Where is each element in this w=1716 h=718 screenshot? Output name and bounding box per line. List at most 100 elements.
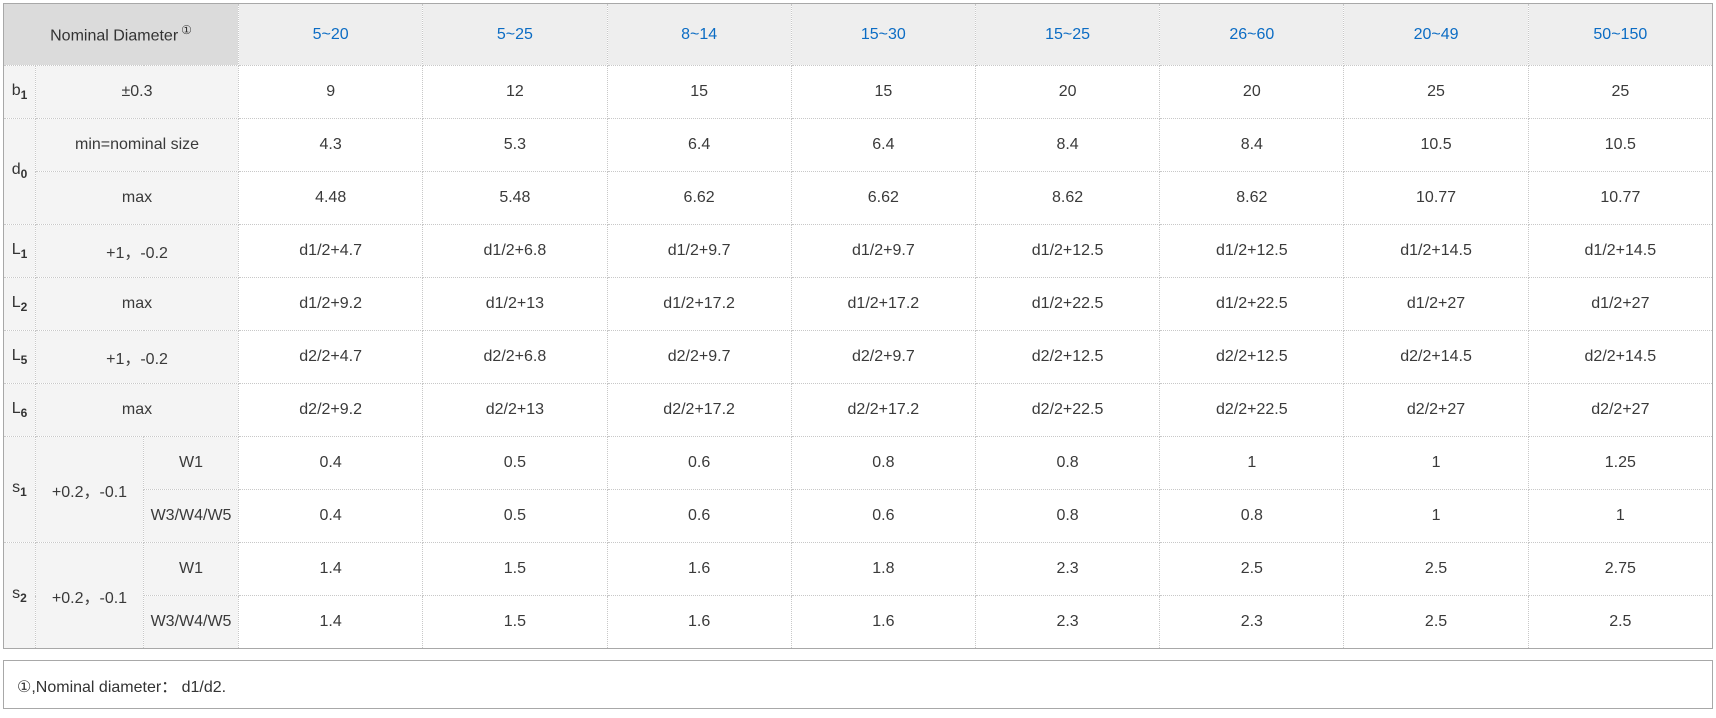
value-cell: 1.25 [1527, 436, 1714, 490]
row-label-base: L [11, 293, 21, 311]
row-label-base: L [11, 399, 21, 417]
column-header-cell: 5~20 [238, 3, 424, 66]
row-label-L5: L5 [3, 330, 36, 384]
column-header-cell: 50~150 [1527, 3, 1714, 66]
value-cell: d2/2+12.5 [1159, 330, 1345, 384]
row-label-d0: d0 [3, 118, 36, 225]
value-cell: 15 [790, 65, 976, 119]
value-cell: 6.62 [606, 171, 792, 225]
row-label-base: s [12, 585, 21, 603]
row-spec-cell: max [34, 171, 240, 225]
value-cell: 1.5 [422, 595, 608, 649]
value-cell: 20 [1159, 65, 1345, 119]
value-cell: d2/2+4.7 [238, 330, 424, 384]
footnote-box: ①,Nominal diameter： d1/d2. [3, 660, 1713, 709]
table-row-s1-W345: W3/W4/W5 0.4 0.5 0.6 0.6 0.8 0.8 1 1 [4, 489, 1714, 543]
table-row-L1: L1 +1，-0.2 d1/2+4.7 d1/2+6.8 d1/2+9.7 d1/2+… [3, 224, 1714, 278]
value-cell: d1/2+13 [422, 277, 608, 331]
column-header-cell: 8~14 [606, 3, 792, 66]
value-cell: d1/2+12.5 [974, 224, 1161, 278]
table-header-row: Nominal Diameter ① 5~20 5~25 8~14 15~30 15~25… [2, 3, 1714, 66]
value-cell: d2/2+22.5 [974, 383, 1161, 437]
value-cell: 8.4 [974, 118, 1161, 172]
row-label-sub: 1 [20, 485, 27, 500]
value-cell: d1/2+4.7 [238, 224, 424, 278]
value-cell: d2/2+27 [1343, 383, 1529, 437]
value-cell: 0.4 [238, 489, 424, 543]
value-cell: 0.5 [422, 436, 608, 490]
value-cell: 2.75 [1527, 542, 1714, 596]
footnote-mark-icon: ① [181, 23, 192, 38]
value-cell: 5.48 [422, 171, 608, 225]
footnote-text: ①,Nominal diameter： d1/d2. [17, 678, 227, 696]
value-cell: 1 [1343, 489, 1529, 543]
value-cell: 6.4 [606, 118, 792, 172]
column-header-cell: 15~30 [790, 3, 976, 66]
row-label-sub: 2 [20, 591, 27, 606]
row-spec-cell: +0.2，-0.1 [35, 542, 144, 649]
row-type-cell: W3/W4/W5 [142, 595, 240, 649]
value-cell: 1.6 [606, 595, 792, 649]
value-cell: 0.6 [790, 489, 976, 543]
row-type-cell: W1 [142, 436, 240, 490]
value-cell: 2.5 [1343, 542, 1529, 596]
value-cell: d1/2+14.5 [1527, 224, 1714, 278]
row-label-sub: 2 [20, 300, 28, 315]
value-cell: d1/2+22.5 [974, 277, 1161, 331]
value-cell: d2/2+9.2 [238, 383, 424, 437]
value-cell: 6.62 [790, 171, 976, 225]
value-cell: 4.3 [238, 118, 424, 172]
value-cell: 2.5 [1159, 542, 1345, 596]
row-spec-cell: ±0.3 [34, 65, 240, 119]
value-cell: d2/2+14.5 [1527, 330, 1714, 384]
column-header-cell: 26~60 [1159, 3, 1345, 66]
value-cell: d2/2+22.5 [1159, 383, 1345, 437]
value-cell: 10.5 [1343, 118, 1529, 172]
value-cell: d2/2+13 [422, 383, 608, 437]
value-cell: 8.62 [974, 171, 1161, 225]
value-cell: 8.62 [1159, 171, 1345, 225]
table-row-b1: b1 ±0.3 9 12 15 15 20 20 25 25 [3, 65, 1714, 119]
row-label-base: L [11, 240, 21, 258]
value-cell: 6.4 [790, 118, 976, 172]
value-cell: 1 [1527, 489, 1714, 543]
value-cell: 15 [606, 65, 792, 119]
row-label-L1: L1 [3, 224, 36, 278]
value-cell: 1.8 [790, 542, 976, 596]
table-row-L2: L2 max d1/2+9.2 d1/2+13 d1/2+17.2 d1/2+17.2… [3, 277, 1714, 331]
value-cell: 1.6 [606, 542, 792, 596]
column-header-cell: 20~49 [1343, 3, 1529, 66]
table-row-L5: L5 +1，-0.2 d2/2+4.7 d2/2+6.8 d2/2+9.7 d2/2+… [3, 330, 1714, 384]
row-label-b1: b1 [3, 65, 36, 119]
row-label-base: L [11, 346, 21, 364]
value-cell: d2/2+14.5 [1343, 330, 1529, 384]
value-cell: 1.4 [238, 542, 424, 596]
table-row-d0-min: d0 min=nominal size 4.3 5.3 6.4 6.4 8.4 8.4 10… [3, 118, 1714, 225]
value-cell: 0.8 [790, 436, 976, 490]
value-cell: 0.5 [422, 489, 608, 543]
value-cell: 1.5 [422, 542, 608, 596]
value-cell: 10.5 [1527, 118, 1714, 172]
value-cell: 2.5 [1527, 595, 1714, 649]
value-cell: d1/2+22.5 [1159, 277, 1345, 331]
table-row-L6: L6 max d2/2+9.2 d2/2+13 d2/2+17.2 d2/2+17.2… [3, 383, 1714, 437]
column-header-cell: 15~25 [974, 3, 1161, 66]
value-cell: 2.3 [974, 595, 1161, 649]
row-spec-cell: +1，-0.2 [34, 224, 240, 278]
row-label-base: s [12, 479, 21, 497]
value-cell: d1/2+14.5 [1343, 224, 1529, 278]
value-cell: d1/2+12.5 [1159, 224, 1345, 278]
spec-table: Nominal Diameter ① 5~20 5~25 8~14 15~30 15~25… [2, 3, 1714, 649]
row-label-sub: 0 [20, 167, 28, 182]
table-row-s1-W1: s1 +0.2，-0.1 W1 0.4 0.5 0.6 0.8 0.8 1 1 1.25 [3, 436, 1714, 543]
row-spec-cell: +1，-0.2 [34, 330, 240, 384]
value-cell: 2.5 [1343, 595, 1529, 649]
row-label-sub: 6 [20, 406, 28, 421]
row-label-sub: 1 [20, 247, 28, 262]
row-spec-cell: max [34, 383, 240, 437]
value-cell: d1/2+9.7 [606, 224, 792, 278]
value-cell: d2/2+6.8 [422, 330, 608, 384]
value-cell: 4.48 [238, 171, 424, 225]
row-label-L2: L2 [3, 277, 36, 331]
value-cell: 9 [238, 65, 424, 119]
